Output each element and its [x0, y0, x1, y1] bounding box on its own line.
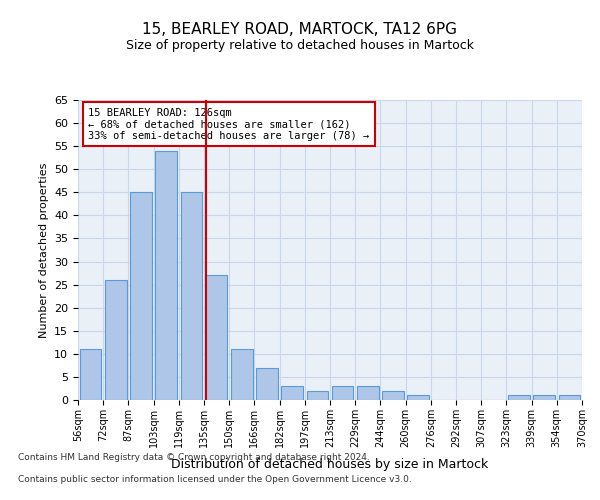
Bar	[181, 192, 202, 400]
Bar	[281, 386, 303, 400]
Bar	[508, 396, 530, 400]
Bar	[256, 368, 278, 400]
Bar	[407, 396, 429, 400]
Bar	[80, 349, 101, 400]
Bar	[155, 151, 177, 400]
Bar	[307, 391, 328, 400]
Bar	[533, 396, 555, 400]
Text: Size of property relative to detached houses in Martock: Size of property relative to detached ho…	[126, 38, 474, 52]
Bar	[382, 391, 404, 400]
Bar	[130, 192, 152, 400]
X-axis label: Distribution of detached houses by size in Martock: Distribution of detached houses by size …	[172, 458, 488, 471]
Text: Contains HM Land Registry data © Crown copyright and database right 2024.: Contains HM Land Registry data © Crown c…	[18, 453, 370, 462]
Text: 15, BEARLEY ROAD, MARTOCK, TA12 6PG: 15, BEARLEY ROAD, MARTOCK, TA12 6PG	[143, 22, 458, 38]
Bar	[105, 280, 127, 400]
Bar	[332, 386, 353, 400]
Text: Contains public sector information licensed under the Open Government Licence v3: Contains public sector information licen…	[18, 476, 412, 484]
Bar	[357, 386, 379, 400]
Bar	[559, 396, 580, 400]
Y-axis label: Number of detached properties: Number of detached properties	[38, 162, 49, 338]
Text: 15 BEARLEY ROAD: 126sqm
← 68% of detached houses are smaller (162)
33% of semi-d: 15 BEARLEY ROAD: 126sqm ← 68% of detache…	[88, 108, 370, 140]
Bar	[206, 276, 227, 400]
Bar	[231, 349, 253, 400]
